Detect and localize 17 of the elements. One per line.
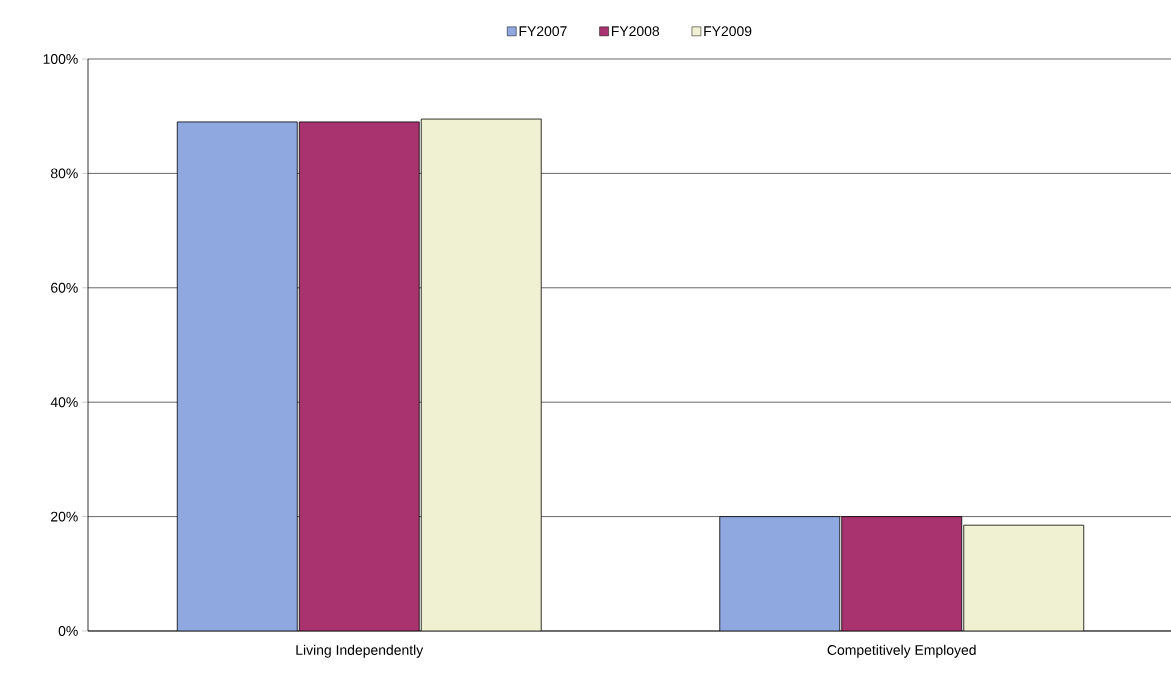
legend-label: FY2008 [611, 26, 660, 37]
x-tick-label: Living Independently [296, 644, 424, 658]
y-tick-label: 100% [43, 54, 78, 64]
bar [177, 121, 298, 631]
y-tick-label: 60% [51, 282, 78, 293]
bar [421, 119, 542, 631]
y-tick-label: 80% [50, 168, 78, 179]
y-tick-label: 0% [58, 626, 78, 636]
bar [719, 516, 841, 631]
bar [841, 516, 963, 631]
legend-label: FY2009 [704, 26, 752, 37]
legend-label: FY2007 [519, 26, 567, 37]
bar [299, 121, 420, 631]
y-tick-label: 20% [51, 511, 78, 522]
x-tick-label: Competitively Employed [827, 644, 976, 658]
y-tick-label: 40% [50, 397, 78, 408]
bar [963, 524, 1085, 631]
